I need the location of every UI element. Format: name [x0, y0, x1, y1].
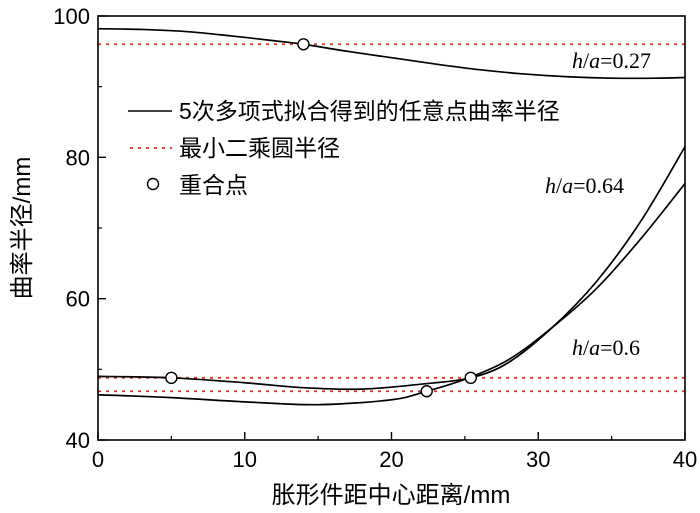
- plot-frame: [97, 15, 686, 441]
- annotation-h-a-0.27: h/a=0.27: [572, 48, 651, 73]
- axes: [97, 15, 686, 441]
- legend-label-fit: 5次多项式拟合得到的任意点曲率半径: [179, 98, 560, 124]
- annotation-h-a-0.6: h/a=0.6: [572, 335, 640, 360]
- x-tick-label: 0: [92, 447, 104, 472]
- x-tick-label: 10: [233, 447, 257, 472]
- fit-curve-series-0: [97, 27, 686, 80]
- y-tick-label: 100: [53, 4, 90, 29]
- x-tick-label: 20: [379, 447, 403, 472]
- y-tick-label: 80: [66, 145, 90, 170]
- fit-curve-series-1: [97, 146, 686, 391]
- legend: 5次多项式拟合得到的任意点曲率半径 最小二乘圆半径 重合点: [128, 98, 560, 198]
- annotations: h/a=0.27 h/a=0.64 h/a=0.6: [545, 48, 651, 360]
- legend-circle-marker: [146, 177, 160, 191]
- y-axis-label: 曲率半径/mm: [9, 157, 36, 300]
- legend-label-points: 重合点: [179, 172, 248, 198]
- least-squares-lines: [98, 43, 685, 393]
- coincident-point-0-0: [297, 38, 310, 51]
- fit-curve-series-2: [97, 182, 686, 406]
- y-tick-label: 60: [66, 287, 90, 312]
- fit-curves: [97, 27, 686, 406]
- coincident-point-1-1: [464, 371, 477, 385]
- x-tick-label: 30: [526, 447, 550, 472]
- y-tick-label: 40: [66, 428, 90, 453]
- annotation-h-a-0.64: h/a=0.64: [545, 173, 624, 198]
- x-tick-label: 40: [673, 447, 697, 472]
- x-axis-label: 胀形件距中心距离/mm: [272, 482, 511, 509]
- coincident-point-1-0: [165, 371, 178, 385]
- legend-label-lsq: 最小二乘圆半径: [179, 135, 340, 161]
- coincident-markers: [165, 38, 477, 398]
- coincident-point-2-0: [420, 385, 433, 398]
- tick-labels: 0 10 20 30 40 40 60 80 100: [53, 4, 697, 472]
